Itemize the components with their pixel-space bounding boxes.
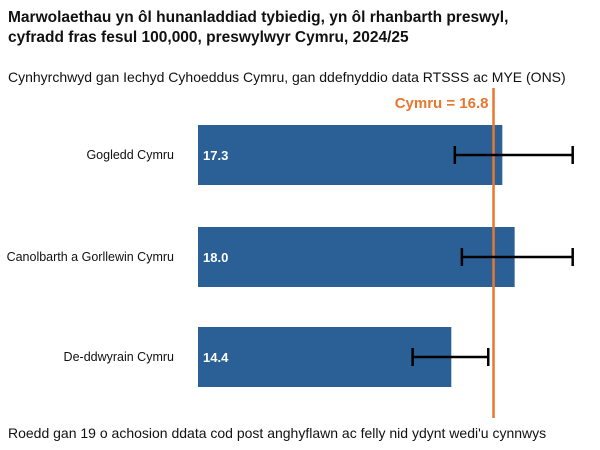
category-label-0: Gogledd Cymru bbox=[86, 148, 174, 162]
chart-footnote: Roedd gan 19 o achosion ddata cod post a… bbox=[8, 425, 547, 441]
value-label-1: 18.0 bbox=[203, 250, 228, 265]
bar-2 bbox=[198, 327, 452, 387]
chart-title: Marwolaethau yn ôl hunanladdiad tybiedig… bbox=[8, 9, 509, 46]
category-label-2: De-ddwyrain Cymru bbox=[64, 350, 174, 364]
bar-0 bbox=[198, 125, 503, 185]
reference-label: Cymru = 16.8 bbox=[395, 95, 489, 112]
value-label-0: 17.3 bbox=[203, 148, 228, 163]
category-label-1: Canolbarth a Gorllewin Cymru bbox=[7, 250, 174, 264]
chart-subtitle: Cynhyrchwyd gan Iechyd Cyhoeddus Cymru, … bbox=[8, 69, 566, 85]
value-label-2: 14.4 bbox=[203, 350, 229, 365]
